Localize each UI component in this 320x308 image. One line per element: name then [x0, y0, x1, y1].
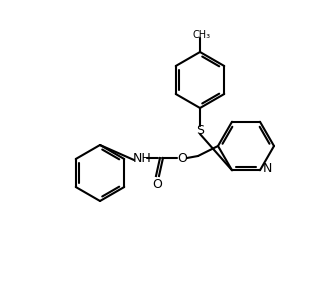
Text: O: O [152, 177, 162, 191]
Text: CH₃: CH₃ [193, 30, 211, 40]
Text: S: S [196, 124, 204, 136]
Text: O: O [177, 152, 187, 164]
Text: NH: NH [132, 152, 151, 164]
Text: N: N [263, 162, 272, 175]
